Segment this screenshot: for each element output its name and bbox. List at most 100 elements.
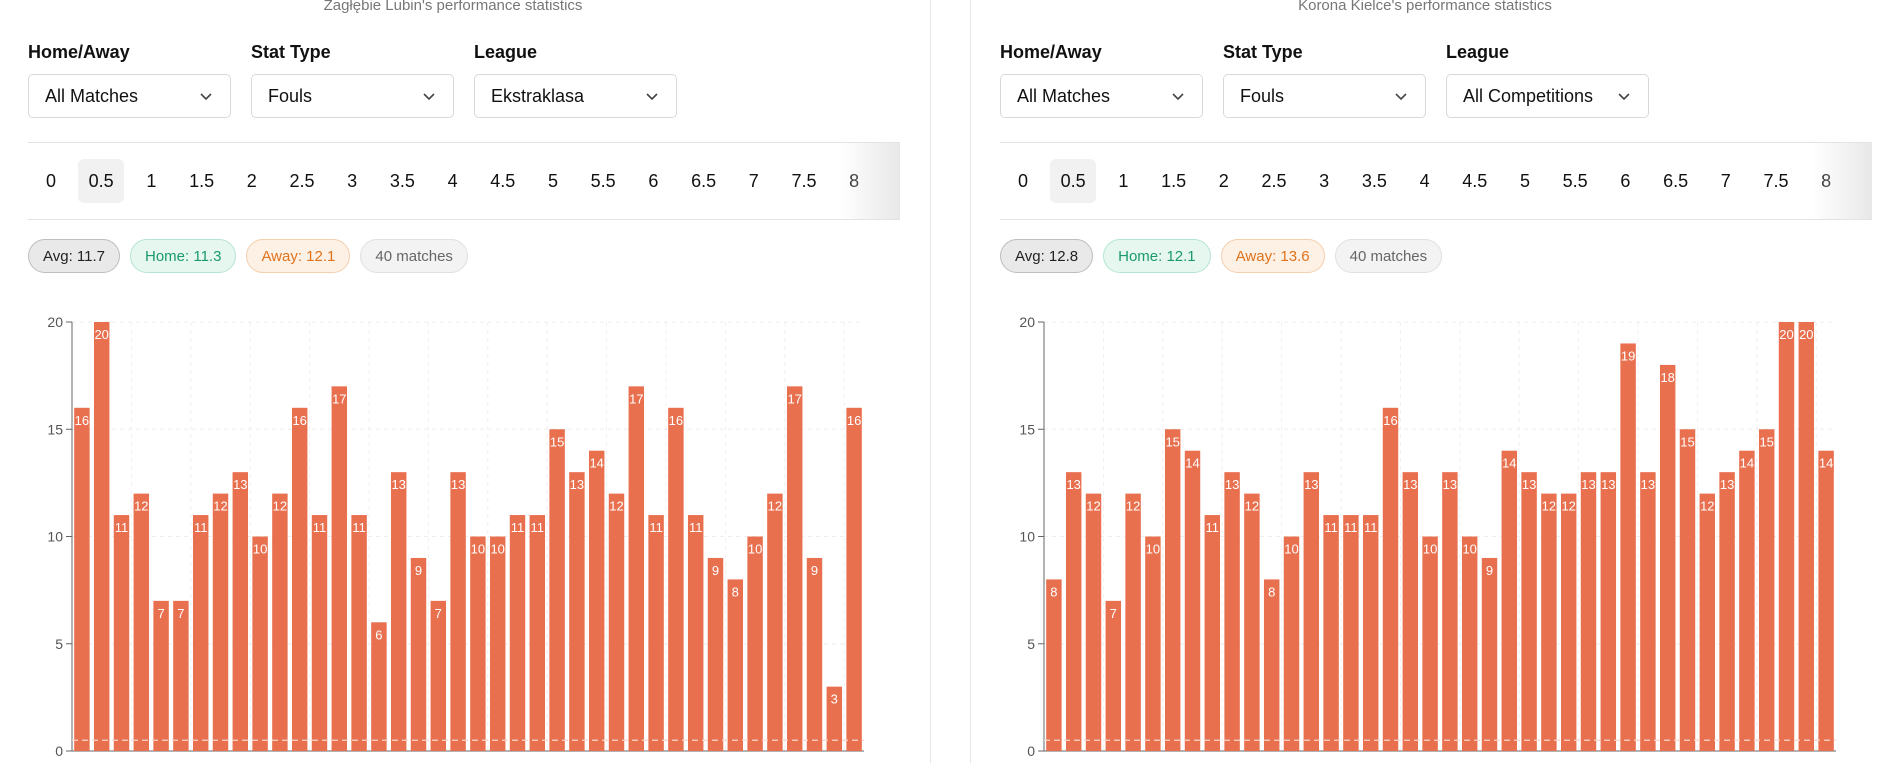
stat-type-select[interactable]: Fouls — [1223, 74, 1426, 118]
bar[interactable] — [1699, 493, 1716, 751]
bar[interactable] — [687, 515, 704, 751]
bar[interactable] — [529, 515, 546, 751]
bar[interactable] — [1580, 472, 1597, 751]
bar[interactable] — [1046, 579, 1062, 751]
bar[interactable] — [232, 472, 249, 751]
bar[interactable] — [1382, 407, 1399, 751]
bar[interactable] — [1521, 472, 1537, 751]
bar[interactable] — [1145, 536, 1161, 752]
line-option[interactable]: 4.5 — [1462, 171, 1488, 191]
bar[interactable] — [410, 557, 427, 751]
line-option[interactable]: 0.5 — [78, 159, 125, 203]
bar[interactable] — [727, 579, 744, 751]
bar[interactable] — [569, 472, 585, 751]
bar[interactable] — [1778, 322, 1795, 751]
bar[interactable] — [549, 429, 565, 751]
bar[interactable] — [331, 386, 348, 751]
line-option[interactable]: 7 — [748, 171, 759, 191]
bar[interactable] — [1442, 472, 1458, 751]
home-pill[interactable]: Home: 12.1 — [1103, 239, 1211, 273]
line-option[interactable]: 7.5 — [1763, 171, 1789, 191]
bar[interactable] — [1640, 472, 1656, 751]
bar[interactable] — [1758, 429, 1775, 751]
bar[interactable] — [1422, 536, 1438, 752]
bar[interactable] — [1323, 515, 1339, 751]
away-pill[interactable]: Away: 12.1 — [246, 239, 351, 273]
bar[interactable] — [1818, 450, 1834, 751]
bar[interactable] — [212, 493, 229, 751]
bar[interactable] — [450, 472, 466, 751]
bar[interactable] — [1164, 429, 1181, 751]
bar[interactable] — [192, 515, 209, 751]
bar[interactable] — [826, 686, 843, 751]
bar[interactable] — [608, 493, 625, 751]
avg-pill[interactable]: Avg: 12.8 — [1000, 239, 1094, 273]
bar[interactable] — [509, 515, 526, 751]
bar[interactable] — [1481, 557, 1498, 751]
line-option[interactable]: 5 — [1519, 171, 1530, 191]
bar[interactable] — [1560, 493, 1577, 751]
line-option[interactable]: 6 — [1620, 171, 1631, 191]
bar[interactable] — [1798, 322, 1815, 751]
home-pill[interactable]: Home: 11.3 — [130, 239, 237, 273]
bar[interactable] — [846, 407, 862, 751]
bar[interactable] — [1600, 472, 1617, 751]
bar[interactable] — [648, 515, 664, 751]
line-option[interactable]: 1.5 — [1161, 171, 1187, 191]
bar[interactable] — [1263, 579, 1280, 751]
bar[interactable] — [1224, 472, 1240, 751]
line-option[interactable]: 3 — [347, 171, 358, 191]
bar[interactable] — [628, 386, 645, 751]
bar[interactable] — [806, 557, 823, 751]
line-option[interactable]: 2 — [1218, 171, 1229, 191]
bar[interactable] — [1501, 450, 1518, 751]
bar[interactable] — [153, 600, 169, 751]
line-option[interactable]: 5.5 — [590, 171, 616, 191]
line-option[interactable]: 2.5 — [1261, 171, 1287, 191]
bar[interactable] — [1620, 343, 1636, 751]
bar[interactable] — [74, 407, 90, 751]
line-option[interactable]: 2 — [246, 171, 257, 191]
stat-type-select[interactable]: Fouls — [251, 74, 454, 118]
bar[interactable] — [707, 557, 724, 751]
bar[interactable] — [311, 515, 328, 751]
bar[interactable] — [747, 536, 763, 752]
bar[interactable] — [1303, 472, 1320, 751]
bar[interactable] — [1085, 493, 1102, 751]
league-select[interactable]: All Competitions — [1446, 74, 1649, 118]
bar[interactable] — [1402, 472, 1419, 751]
bar[interactable] — [351, 515, 367, 751]
bar[interactable] — [1679, 429, 1696, 751]
avg-pill[interactable]: Avg: 11.7 — [28, 239, 120, 273]
line-option[interactable]: 1.5 — [189, 171, 215, 191]
line-option[interactable]: 7.5 — [791, 171, 817, 191]
bar[interactable] — [1659, 364, 1676, 751]
bar[interactable] — [1719, 472, 1735, 751]
bar[interactable] — [1244, 493, 1260, 751]
bar[interactable] — [1362, 515, 1379, 751]
bar[interactable] — [1105, 600, 1122, 751]
bar[interactable] — [1283, 536, 1300, 752]
bar[interactable] — [786, 386, 803, 751]
bar[interactable] — [1125, 493, 1141, 751]
home-away-select[interactable]: All Matches — [28, 74, 231, 118]
line-option[interactable]: 3.5 — [389, 171, 415, 191]
bar[interactable] — [252, 536, 268, 752]
bar[interactable] — [588, 450, 605, 751]
bar[interactable] — [430, 600, 447, 751]
bar[interactable] — [173, 600, 189, 751]
line-option[interactable]: 0 — [1017, 171, 1028, 191]
away-pill[interactable]: Away: 13.6 — [1220, 239, 1325, 273]
line-option[interactable]: 4.5 — [490, 171, 516, 191]
home-away-select[interactable]: All Matches — [1000, 74, 1203, 118]
line-option[interactable]: 3.5 — [1361, 171, 1387, 191]
bar[interactable] — [470, 536, 486, 752]
bar[interactable] — [291, 407, 308, 751]
bar[interactable] — [668, 407, 684, 751]
bar[interactable] — [767, 493, 783, 751]
bar[interactable] — [1739, 450, 1755, 751]
bar[interactable] — [1184, 450, 1201, 751]
line-option[interactable]: 5 — [547, 171, 558, 191]
line-option[interactable]: 6.5 — [1663, 171, 1689, 191]
bar[interactable] — [371, 622, 387, 751]
